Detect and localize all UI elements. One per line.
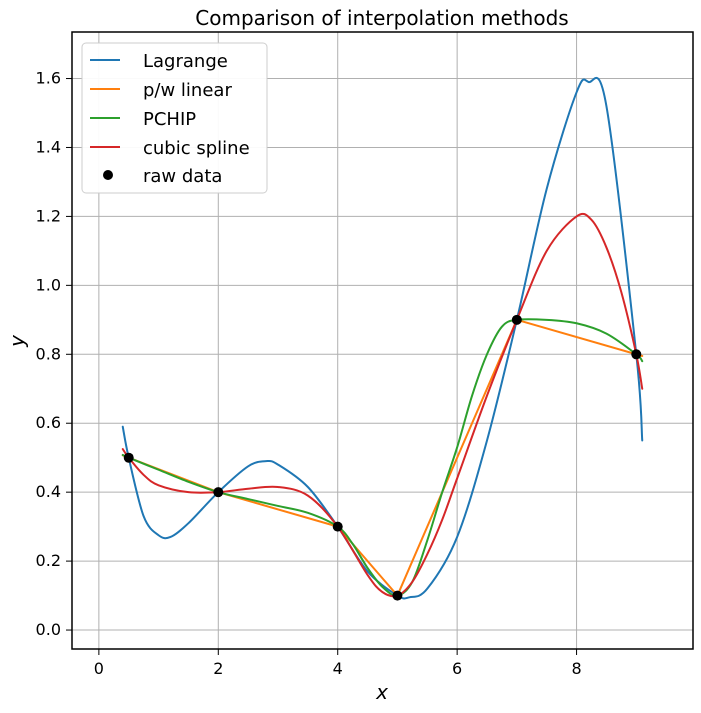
y-axis-label: y (5, 334, 29, 348)
y-tick-label: 0.4 (36, 482, 61, 501)
x-tick-label: 6 (452, 659, 462, 678)
x-tick-label: 2 (213, 659, 223, 678)
x-tick-label: 4 (333, 659, 343, 678)
legend-box (81, 42, 268, 194)
legend: Lagrange p/w linear PCHIP cubic spline r… (81, 42, 268, 194)
plot-frame (71, 31, 694, 650)
legend-label-raw-data: raw data (143, 166, 222, 187)
legend-label-cubic-spline: cubic spline (143, 138, 250, 159)
y-tick-label: 1.6 (36, 69, 61, 88)
y-tick-label: 0.6 (36, 413, 61, 432)
raw-data-point (332, 521, 343, 532)
y-axis-ticks: 0.0 0.2 0.4 0.6 0.8 1.0 1.2 1.4 1.6 (36, 69, 72, 639)
y-tick-label: 0.2 (36, 551, 61, 570)
y-tick-label: 0.0 (36, 620, 61, 639)
x-axis-ticks: 0 2 4 6 8 (94, 649, 582, 678)
raw-data-point (123, 452, 134, 463)
y-tick-label: 0.8 (36, 344, 61, 363)
raw-data-points (123, 314, 642, 601)
y-tick-label: 1.0 (36, 275, 61, 294)
legend-label-pw-linear: p/w linear (143, 80, 232, 101)
y-tick-label: 1.2 (36, 206, 61, 225)
raw-data-point (631, 349, 642, 360)
chart-title: Comparison of interpolation methods (195, 6, 568, 30)
legend-label-pchip: PCHIP (143, 109, 196, 130)
y-tick-label: 1.4 (36, 137, 61, 156)
x-axis-label: x (375, 680, 388, 704)
raw-data-point (392, 590, 403, 601)
raw-data-point (213, 487, 224, 498)
x-tick-label: 8 (571, 659, 581, 678)
x-tick-label: 0 (94, 659, 104, 678)
legend-swatch-raw-data (103, 170, 113, 180)
legend-label-lagrange: Lagrange (143, 51, 228, 72)
raw-data-point (511, 314, 522, 325)
series-line-cubic-spline (121, 212, 644, 598)
